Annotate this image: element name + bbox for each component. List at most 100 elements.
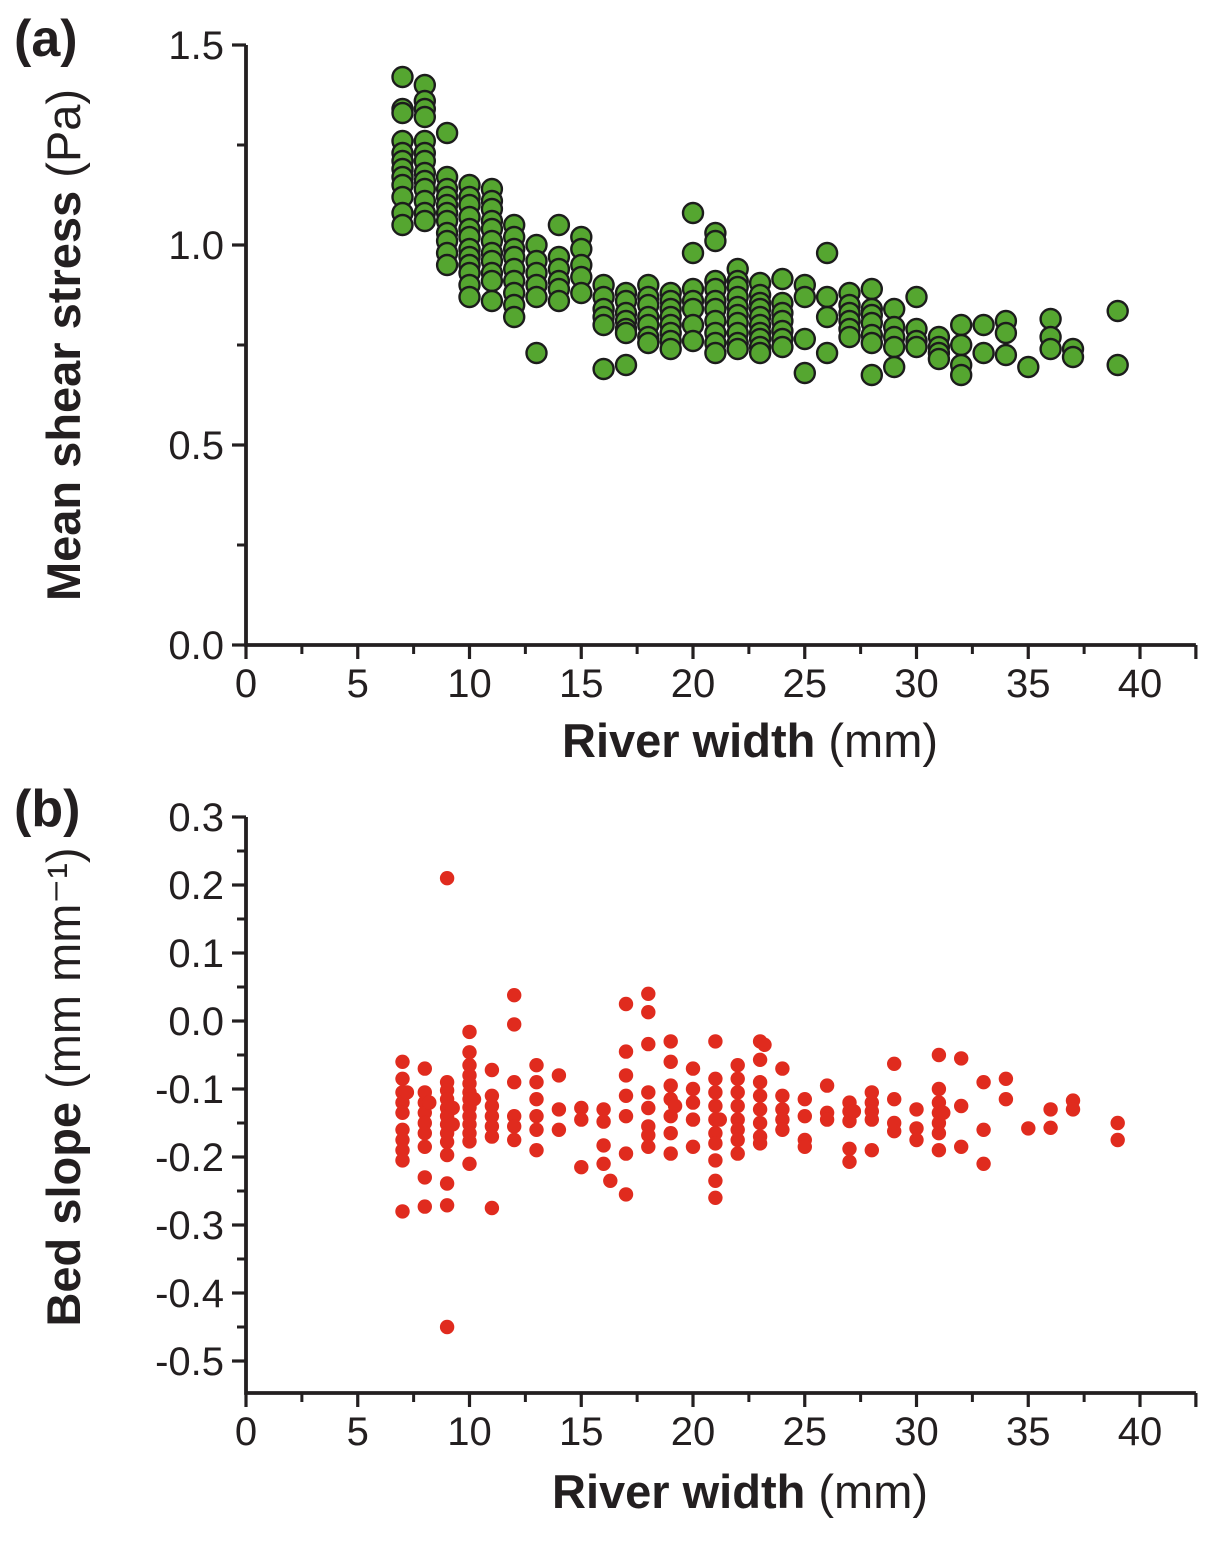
data-point [775,1088,790,1104]
data-point [708,1034,723,1049]
data-point [395,1204,410,1219]
data-point [1043,1102,1058,1117]
data-point [1065,1102,1081,1117]
data-point [1110,1132,1125,1148]
data-point [445,1117,460,1132]
data-point [976,1156,991,1172]
data-point [748,341,772,365]
data-point [864,1085,879,1100]
data-point [614,353,638,377]
data-point [931,1081,947,1097]
data-point [752,1102,768,1117]
data-point [931,1143,947,1158]
data-point [439,1198,455,1213]
data-point [976,1122,991,1138]
y-tick-label: 0.5 [168,424,224,468]
data-point [819,1112,835,1127]
data-point [596,1156,611,1172]
data-point [592,313,615,337]
data-point [641,1128,656,1143]
data-point [681,241,705,265]
y-tick-label: -0.3 [155,1204,224,1248]
data-point [793,327,816,351]
data-point [484,1062,500,1078]
data-point [417,1170,432,1185]
data-point [507,1075,522,1090]
data-point [730,1132,745,1148]
x-tick-label: 25 [783,662,828,706]
data-point [708,1190,723,1206]
data-point [793,285,816,309]
data-point [574,1160,589,1175]
data-point [413,105,436,129]
data-point [954,1139,969,1155]
data-point [641,1100,656,1116]
data-point [462,1134,477,1149]
panel-b-y-axis-title: Bed slope (mm mm⁻¹) [37,847,90,1326]
data-point [883,335,906,359]
data-point [641,1036,656,1052]
x-tick-label: 30 [894,1410,939,1454]
data-point [391,213,414,237]
data-point [596,1102,611,1117]
data-point [994,343,1018,367]
data-point [574,1100,589,1116]
data-point [439,1176,455,1191]
data-point [466,1092,482,1107]
data-point [507,1017,522,1032]
data-point [819,1078,835,1093]
data-point [529,1092,544,1107]
data-point [484,1088,500,1104]
y-tick-label: 1.5 [168,24,224,68]
data-point [887,1124,902,1139]
data-point [752,1136,768,1151]
data-point [574,1112,589,1127]
data-point [618,1088,634,1104]
y-tick-label: 0.1 [168,932,224,976]
y-tick-label: -0.2 [155,1136,224,1180]
y-tick-label: 0.3 [168,796,224,840]
data-point [435,253,459,277]
data-point [883,355,906,379]
data-point [395,1054,410,1070]
y-tick-label: -0.1 [155,1068,224,1112]
panel-a-y-axis-title: Mean shear stress (Pa) [37,89,90,601]
data-point [815,305,839,329]
data-point [1039,337,1062,361]
data-point [775,1122,790,1138]
data-point [704,229,727,253]
data-point [667,1098,683,1114]
data-point [1106,299,1129,323]
data-point [972,341,995,365]
data-point [797,1139,812,1155]
panel-a-label: (a) [14,10,78,68]
data-point [458,285,481,309]
data-point [730,1085,745,1100]
data-point [708,1085,723,1100]
data-point [793,361,816,385]
data-point [618,1187,634,1202]
x-tick-label: 10 [447,1410,492,1454]
data-point [681,329,705,353]
data-point [596,1114,611,1129]
data-point [417,1126,432,1141]
data-point [525,341,548,365]
data-point [529,1075,544,1090]
data-point [484,1200,500,1216]
data-point [663,1034,678,1049]
data-point [752,1052,768,1068]
x-tick-label: 15 [559,1410,604,1454]
data-point [529,1143,544,1158]
panel-b: (b) Bed slope (mm mm⁻¹) River width (mm)… [14,780,1198,1518]
y-tick-label: 1.0 [168,224,224,268]
x-tick-label: 10 [447,662,492,706]
data-point [860,331,883,355]
data-point [708,1136,723,1151]
data-point [439,1134,455,1150]
data-point [797,1109,812,1124]
data-point [752,1075,768,1090]
data-point [950,333,973,357]
data-point [712,1112,727,1127]
data-point [614,321,638,345]
